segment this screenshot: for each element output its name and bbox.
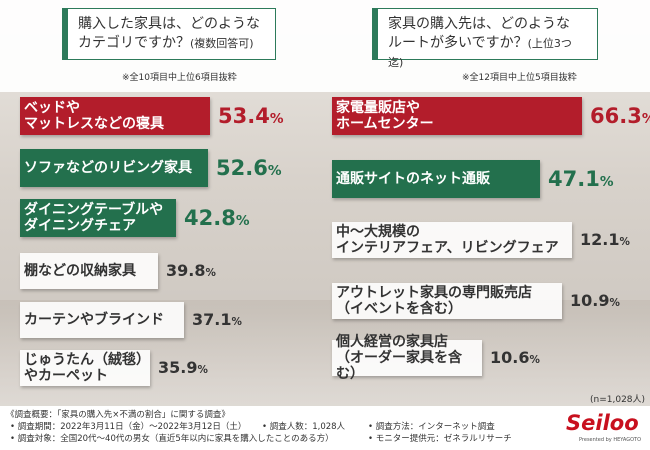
bar-route-4: アウトレット家具の専門販売店 （イベントを含む） <box>332 283 562 319</box>
bar-label-route-1: 家電量販店や ホームセンター <box>336 100 434 132</box>
value-label-category-5: 37.1% <box>192 310 242 329</box>
value-label-route-4: 10.9% <box>570 291 620 310</box>
bar-route-3: 中～大規模の インテリアフェア、リビングフェア <box>332 222 572 258</box>
value-label-category-4: 39.8% <box>166 261 216 280</box>
survey-period: • 調査期間：2022年3月11日（金）～2022年3月12日（土） <box>10 422 247 432</box>
left-note: ※全10項目中上位6項目抜粋 <box>122 73 237 83</box>
left-question-line1: 購入した家具は、どのような <box>78 16 260 32</box>
left-question-line2: カテゴリですか？ <box>78 35 190 51</box>
value-label-category-2: 52.6% <box>216 155 282 180</box>
value-label-route-1: 66.3% <box>590 103 650 128</box>
value-label-route-5: 10.6% <box>490 348 540 367</box>
value-label-route-2: 47.1% <box>548 166 614 191</box>
right-question-line1: 家具の購入先は、どのような <box>388 16 570 32</box>
bar-label-category-6: じゅうたん（絨毯）やカーペット <box>24 352 150 384</box>
right-question-line2: ルートが多いですか？ <box>388 35 528 51</box>
value-label-route-3: 12.1% <box>580 230 630 249</box>
bar-category-2: ソファなどのリビング家具 <box>20 149 208 187</box>
left-question-line2-wrap: カテゴリですか？(複数回答可) <box>78 34 265 53</box>
footer: 《調査概要：「家具の購入先×不満の割合」に関する調査》 • 調査期間：2022年… <box>0 406 650 450</box>
seiloo-logo: Seiloo <box>566 411 639 435</box>
bar-category-1: ベッドや マットレスなどの寝具 <box>20 97 210 135</box>
bar-label-route-2: 通販サイトのネット通販 <box>336 171 490 187</box>
value-label-category-3: 42.8% <box>184 205 250 230</box>
survey-method: • 調査方法：インターネット調査 <box>368 422 495 432</box>
left-question-box: 購入した家具は、どのような カテゴリですか？(複数回答可) <box>62 8 276 60</box>
bar-category-5: カーテンやブラインド <box>20 302 184 338</box>
survey-provider: • モニター提供元：ゼネラルリサーチ <box>368 434 512 444</box>
bar-route-1: 家電量販店や ホームセンター <box>332 97 582 135</box>
bar-route-5: 個人経営の家具店 （オーダー家具を含む） <box>332 334 482 382</box>
survey-target: • 調査対象：全国20代～40代の男女（直近5年以内に家具を購入したことのある方… <box>10 434 334 444</box>
right-question-line2-wrap: ルートが多いですか？(上位3つ迄) <box>388 34 587 72</box>
left-question-inline-note: (複数回答可) <box>190 37 254 50</box>
bar-label-route-3: 中～大規模の インテリアフェア、リビングフェア <box>336 224 559 256</box>
survey-overview: 《調査概要：「家具の購入先×不満の割合」に関する調査》 <box>6 410 230 420</box>
sample-size-note: (n=1,028人) <box>590 395 646 405</box>
bar-label-category-3: ダイニングテーブルや ダイニングチェア <box>24 202 164 234</box>
bar-label-category-5: カーテンやブラインド <box>24 312 164 328</box>
value-label-category-6: 35.9% <box>158 358 208 377</box>
right-question-box: 家具の購入先は、どのような ルートが多いですか？(上位3つ迄) <box>372 8 598 69</box>
bar-label-category-1: ベッドや マットレスなどの寝具 <box>24 100 164 132</box>
bar-label-category-2: ソファなどのリビング家具 <box>24 160 192 176</box>
survey-people: • 調査人数：1,028人 <box>262 422 346 432</box>
bar-label-route-4: アウトレット家具の専門販売店 （イベントを含む） <box>336 285 532 317</box>
bar-category-6: じゅうたん（絨毯）やカーペット <box>20 350 150 386</box>
bar-label-route-5: 個人経営の家具店 （オーダー家具を含む） <box>336 334 462 382</box>
bar-label-category-4: 棚などの収納家具 <box>24 263 136 279</box>
right-note: ※全12項目中上位5項目抜粋 <box>462 73 577 83</box>
value-label-category-1: 53.4% <box>218 103 284 128</box>
right-question-inline-note: (上位3つ迄) <box>388 37 572 69</box>
bar-category-3: ダイニングテーブルや ダイニングチェア <box>20 199 176 237</box>
seiloo-logo-sub: Presented by HEYAGOTO <box>579 437 642 443</box>
bar-category-4: 棚などの収納家具 <box>20 253 158 289</box>
bar-route-2: 通販サイトのネット通販 <box>332 160 540 198</box>
